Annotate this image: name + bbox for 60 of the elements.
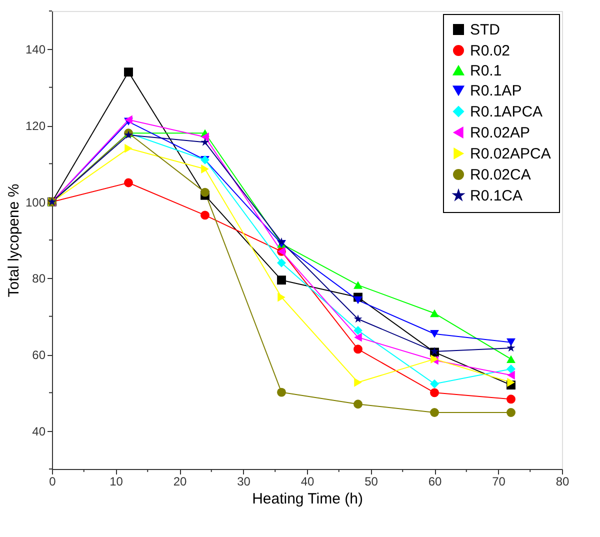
legend-label: R0.1 xyxy=(470,62,502,80)
point xyxy=(507,370,515,380)
y-tick-label: 80 xyxy=(32,272,46,286)
point xyxy=(430,330,439,338)
x-tick-label: 50 xyxy=(364,474,378,488)
point xyxy=(507,378,515,387)
point xyxy=(354,296,362,304)
y-axis-title: Total lycopene % xyxy=(5,184,22,298)
point xyxy=(277,388,286,397)
point xyxy=(278,292,286,302)
point xyxy=(354,314,362,323)
legend-label: R0.1APCA xyxy=(470,104,543,120)
y-tick-label: 120 xyxy=(25,119,46,133)
x-tick-label: 40 xyxy=(300,474,314,488)
point xyxy=(200,210,210,220)
x-tick-label: 20 xyxy=(173,474,187,488)
legend-label: R0.1CA xyxy=(470,188,523,204)
x-tick-label: 0 xyxy=(49,474,56,488)
point xyxy=(124,144,132,153)
point xyxy=(201,132,209,142)
point xyxy=(430,388,439,398)
point xyxy=(277,237,286,246)
legend-label: STD xyxy=(470,22,500,38)
y-tick-label: 140 xyxy=(25,42,46,57)
y-tick-label: 60 xyxy=(32,348,46,362)
point xyxy=(277,258,286,268)
x-tick-label: 80 xyxy=(556,474,570,488)
x-tick-label: 70 xyxy=(492,474,506,488)
legend-label: R0.02CA xyxy=(470,166,531,184)
point xyxy=(506,344,516,352)
x-tick-label: 30 xyxy=(237,474,251,488)
legend-label: R0.1AP xyxy=(470,82,522,100)
point xyxy=(354,281,362,289)
x-tick-label: 10 xyxy=(110,474,124,488)
point xyxy=(124,115,132,124)
point xyxy=(277,276,286,285)
legend-label: R0.02 xyxy=(470,42,510,60)
point xyxy=(354,332,362,342)
legend-label: R0.02AP xyxy=(470,124,530,142)
point xyxy=(506,394,516,404)
point xyxy=(430,309,439,318)
point xyxy=(430,408,439,417)
point xyxy=(506,408,516,417)
point xyxy=(354,326,362,335)
point xyxy=(201,164,209,174)
point xyxy=(200,138,210,146)
point xyxy=(354,344,362,354)
x-tick-label: 60 xyxy=(428,474,442,488)
point xyxy=(430,379,439,388)
y-tick-label: 100 xyxy=(25,195,46,210)
point xyxy=(506,338,516,346)
point xyxy=(506,355,516,363)
x-axis-title: Heating Time (h) xyxy=(252,490,363,508)
y-tick-label: 40 xyxy=(32,424,46,438)
point xyxy=(124,178,133,188)
point xyxy=(354,400,362,409)
legend-label: R0.02APCA xyxy=(470,146,551,162)
point xyxy=(124,68,133,77)
point xyxy=(354,378,362,387)
point xyxy=(200,188,210,197)
